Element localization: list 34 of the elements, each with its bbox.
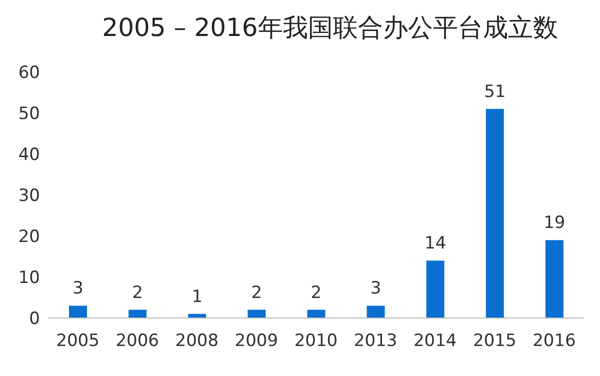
bar (307, 310, 326, 318)
x-tick-label: 2005 (56, 331, 100, 352)
y-tick-label: 60 (18, 63, 40, 84)
x-tick-label: 2016 (532, 331, 576, 352)
data-label: 1 (192, 286, 203, 307)
data-label: 19 (544, 213, 566, 234)
y-tick-label: 10 (18, 268, 40, 288)
data-label: 3 (72, 278, 84, 299)
data-label: 2 (132, 282, 143, 303)
y-tick-label: 20 (18, 227, 40, 248)
data-label: 14 (424, 234, 446, 254)
bar (69, 306, 87, 318)
data-label: 3 (370, 278, 382, 299)
data-label: 2 (251, 282, 262, 303)
bar (426, 260, 444, 318)
bar (248, 310, 266, 318)
bar (128, 310, 147, 318)
y-tick-label: 30 (18, 186, 40, 206)
bar (545, 240, 564, 318)
x-tick-label: 2013 (354, 331, 398, 352)
x-tick-label: 2010 (294, 331, 338, 352)
x-tick-label: 2006 (116, 331, 159, 352)
x-tick-label: 2014 (413, 331, 457, 352)
data-label: 51 (484, 82, 506, 102)
x-tick-label: 2009 (234, 331, 278, 352)
x-tick-label: 2015 (473, 331, 516, 352)
bar (486, 108, 504, 318)
y-tick-label: 50 (18, 104, 40, 124)
data-label: 2 (310, 282, 322, 303)
x-tick-label: 2008 (175, 331, 219, 352)
y-tick-label: 0 (29, 309, 40, 330)
chart-title: 2005 – 2016年我国联合办公平台成立数 (101, 12, 559, 44)
y-tick-label: 40 (18, 145, 40, 166)
bar (366, 306, 385, 318)
